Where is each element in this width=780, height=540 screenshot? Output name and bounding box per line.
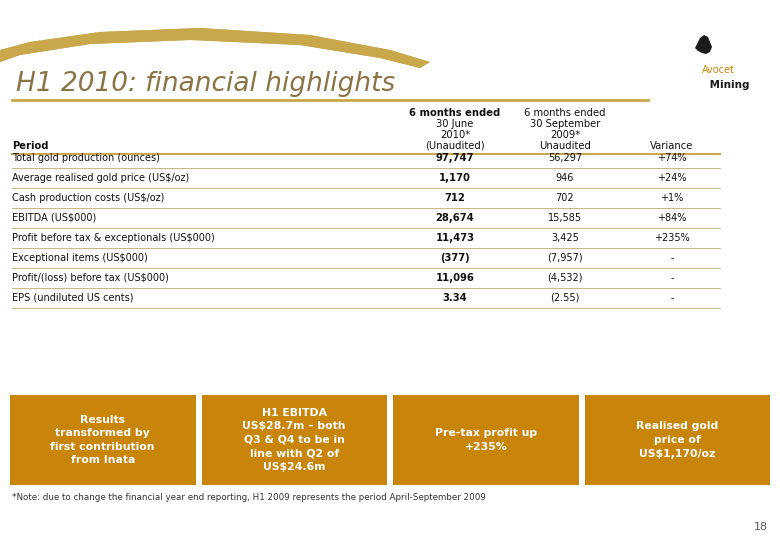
Text: 30 September: 30 September [530, 119, 600, 129]
Text: (4,532): (4,532) [548, 273, 583, 283]
Text: 97,747: 97,747 [436, 153, 474, 163]
Text: Unaudited: Unaudited [539, 141, 591, 151]
Text: EPS (undiluted US cents): EPS (undiluted US cents) [12, 293, 133, 303]
Text: +84%: +84% [658, 213, 686, 223]
Text: +1%: +1% [661, 193, 683, 203]
Text: 6 months ended: 6 months ended [410, 108, 501, 118]
Text: +74%: +74% [658, 153, 686, 163]
Text: 946: 946 [556, 173, 574, 183]
Text: Avocet: Avocet [701, 65, 735, 75]
Text: Profit/(loss) before tax (US$000): Profit/(loss) before tax (US$000) [12, 273, 169, 283]
Text: EBITDA (US$000): EBITDA (US$000) [12, 213, 96, 223]
Text: H1 2010: financial highlights: H1 2010: financial highlights [16, 71, 395, 97]
Text: 30 June: 30 June [436, 119, 473, 129]
Text: 3,425: 3,425 [551, 233, 579, 243]
Text: Cash production costs (US$/oz): Cash production costs (US$/oz) [12, 193, 165, 203]
FancyBboxPatch shape [393, 395, 579, 485]
Text: (377): (377) [440, 253, 470, 263]
Text: 1,170: 1,170 [439, 173, 471, 183]
Text: (Unaudited): (Unaudited) [425, 141, 485, 151]
Text: (2.55): (2.55) [551, 293, 580, 303]
Text: Variance: Variance [651, 141, 693, 151]
Bar [0, 68, 780, 540]
FancyBboxPatch shape [584, 395, 770, 485]
Text: Profit before tax & exceptionals (US$000): Profit before tax & exceptionals (US$000… [12, 233, 214, 243]
Text: *Note: due to change the financial year end reporting, H1 2009 represents the pe: *Note: due to change the financial year … [12, 494, 486, 503]
Text: 6 months ended: 6 months ended [524, 108, 606, 118]
Text: 2009*: 2009* [550, 130, 580, 140]
Text: Mining: Mining [706, 80, 750, 90]
Text: 11,096: 11,096 [435, 273, 474, 283]
FancyBboxPatch shape [201, 395, 387, 485]
Text: Realised gold
price of
US$1,170/oz: Realised gold price of US$1,170/oz [636, 421, 718, 458]
Text: Pre-tax profit up
+235%: Pre-tax profit up +235% [434, 428, 537, 452]
Text: -: - [670, 273, 674, 283]
Text: -: - [670, 293, 674, 303]
Text: Total gold production (ounces): Total gold production (ounces) [12, 153, 160, 163]
Polygon shape [0, 0, 430, 68]
Text: 2010*: 2010* [440, 130, 470, 140]
Text: 702: 702 [555, 193, 574, 203]
Text: 56,297: 56,297 [548, 153, 582, 163]
Text: 3.34: 3.34 [442, 293, 467, 303]
Text: Exceptional items (US$000): Exceptional items (US$000) [12, 253, 147, 263]
Text: 11,473: 11,473 [435, 233, 474, 243]
Text: 15,585: 15,585 [548, 213, 582, 223]
Text: H1 EBITDA
US$28.7m – both
Q3 & Q4 to be in
line with Q2 of
US$24.6m: H1 EBITDA US$28.7m – both Q3 & Q4 to be … [243, 408, 346, 472]
Polygon shape [695, 35, 712, 54]
Text: -: - [670, 253, 674, 263]
Text: 18: 18 [754, 522, 768, 532]
Text: Period: Period [12, 141, 48, 151]
Text: 712: 712 [445, 193, 466, 203]
Text: Average realised gold price (US$/oz): Average realised gold price (US$/oz) [12, 173, 190, 183]
FancyBboxPatch shape [10, 395, 196, 485]
Polygon shape [0, 0, 430, 68]
Text: +235%: +235% [654, 233, 690, 243]
Text: +24%: +24% [658, 173, 686, 183]
Text: (7,957): (7,957) [548, 253, 583, 263]
Text: Results
transformed by
first contribution
from Inata: Results transformed by first contributio… [51, 415, 155, 465]
Text: 28,674: 28,674 [435, 213, 474, 223]
